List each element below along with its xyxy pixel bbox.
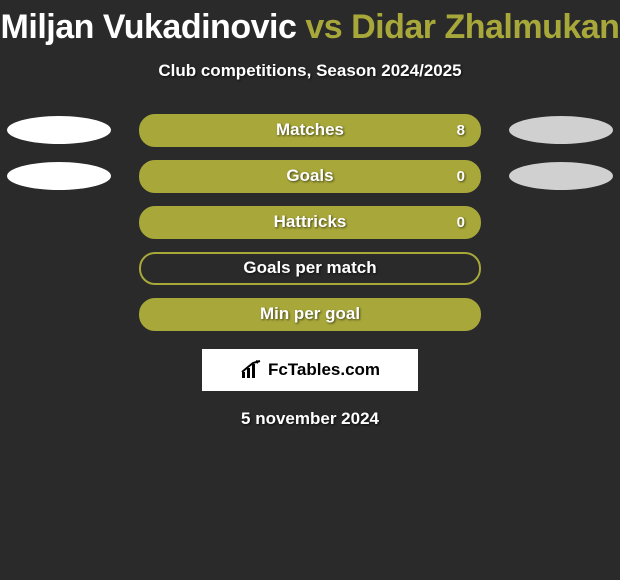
stat-row: Goals 0 <box>0 159 620 193</box>
player2-name: Didar Zhalmukan <box>351 8 619 46</box>
player2-ellipse <box>509 116 613 144</box>
stat-row: Matches 8 <box>0 113 620 147</box>
stat-bar-matches: Matches 8 <box>139 114 481 147</box>
stat-row: Min per goal <box>0 297 620 331</box>
stat-value: 0 <box>457 214 465 231</box>
fctables-logo[interactable]: FcTables.com <box>202 349 418 391</box>
stat-bar-hattricks: Hattricks 0 <box>139 206 481 239</box>
stat-row: Hattricks 0 <box>0 205 620 239</box>
chart-icon <box>240 360 264 380</box>
stat-label: Matches <box>276 120 344 140</box>
stat-label: Hattricks <box>274 212 347 232</box>
stat-label: Goals <box>286 166 333 186</box>
player2-ellipse <box>509 162 613 190</box>
stat-label: Goals per match <box>243 258 376 278</box>
competition-subtitle: Club competitions, Season 2024/2025 <box>0 61 620 81</box>
player1-name: Miljan Vukadinovic <box>1 8 297 46</box>
comparison-title: Miljan Vukadinovic vs Didar Zhalmukan <box>0 0 620 47</box>
logo-text: FcTables.com <box>268 360 380 380</box>
stat-value: 8 <box>457 122 465 139</box>
stat-label: Min per goal <box>260 304 360 324</box>
player1-ellipse <box>7 116 111 144</box>
stat-value: 0 <box>457 168 465 185</box>
stat-bar-goals-per-match: Goals per match <box>139 252 481 285</box>
generation-date: 5 november 2024 <box>0 409 620 429</box>
stat-bar-goals: Goals 0 <box>139 160 481 193</box>
player1-ellipse <box>7 162 111 190</box>
vs-label: vs <box>305 8 342 46</box>
stat-row: Goals per match <box>0 251 620 285</box>
stat-bar-min-per-goal: Min per goal <box>139 298 481 331</box>
stat-rows: Matches 8 Goals 0 Hattricks 0 Goals per … <box>0 113 620 331</box>
